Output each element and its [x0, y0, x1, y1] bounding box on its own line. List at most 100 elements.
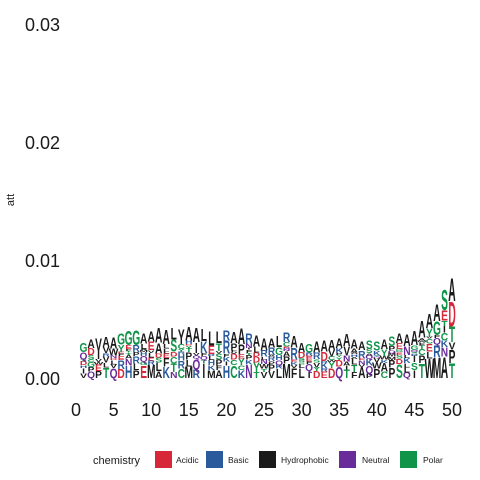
logo-letter: A	[148, 329, 155, 345]
logo-letter: D	[87, 347, 94, 358]
logo-letter: A	[283, 350, 291, 358]
logo-letter: Q	[140, 355, 148, 364]
logo-letter: P	[231, 342, 238, 353]
logo-letter: M	[388, 352, 397, 358]
logo-letter: A	[215, 369, 223, 382]
logo-letter: E	[358, 358, 365, 361]
logo-letter: K	[373, 349, 381, 357]
logo-letter: A	[403, 332, 411, 350]
y-axis-ticks: 0.00 0.01 0.02 0.03	[25, 15, 60, 389]
logo-letter: L	[426, 351, 432, 361]
logo-letter: L	[163, 343, 169, 351]
logo-letter: C	[328, 356, 336, 362]
logo-letter: T	[201, 359, 207, 365]
logo-letter: V	[358, 364, 366, 368]
logo-letter: D	[305, 355, 312, 357]
logo-letter: L	[253, 345, 259, 355]
logo-letter: E	[118, 351, 125, 354]
logo-letter: T	[103, 365, 109, 381]
logo-letter: D	[117, 368, 124, 381]
logo-letter: P	[388, 365, 395, 381]
logo-letter: R	[313, 352, 320, 362]
logo-letter: P	[419, 354, 426, 367]
logo-letter: Y	[336, 356, 344, 361]
logo-glyphs: VIHDYQGQPGCSDAPEWVIVTLVRVAQVLDNWADREFEYG…	[80, 273, 456, 385]
logo-letter: P	[388, 359, 395, 370]
logo-letter: H	[223, 363, 230, 382]
x-tick-label: 10	[141, 400, 161, 420]
logo-letter: L	[298, 366, 305, 382]
logo-letter: R	[268, 355, 275, 362]
logo-letter: C	[87, 359, 95, 363]
logo-letter: A	[351, 356, 359, 359]
logo-letter: F	[291, 366, 297, 382]
logo-letter: D	[230, 353, 238, 362]
logo-letter: D	[253, 355, 261, 364]
logo-letter: R	[132, 355, 140, 366]
logo-letter: A	[426, 310, 434, 333]
logo-letter: M	[139, 350, 147, 353]
logo-letter: A	[320, 337, 328, 355]
logo-letter: T	[216, 343, 223, 354]
logo-letter: A	[418, 337, 426, 342]
logo-letter: S	[170, 336, 177, 355]
logo-letter: A	[351, 352, 359, 355]
logo-letter: D	[313, 370, 320, 381]
logo-letter: R	[193, 368, 200, 381]
logo-letter: L	[216, 327, 223, 346]
logo-letter: V	[95, 358, 103, 363]
logo-letter: P	[366, 372, 373, 379]
logo-letter: I	[443, 325, 446, 335]
logo-letter: R	[283, 330, 290, 346]
logo-letter: A	[313, 338, 321, 356]
logo-letter: Q	[433, 337, 441, 347]
logo-letter: H	[80, 364, 88, 368]
logo-letter: E	[208, 344, 215, 357]
logo-letter: N	[110, 354, 118, 359]
logo-letter: K	[223, 356, 231, 364]
logo-letter: K	[290, 361, 298, 366]
logo-letter: G	[140, 361, 148, 366]
logo-letter: W	[109, 347, 119, 358]
logo-letter: N	[260, 358, 267, 366]
logo-letter: Y	[336, 355, 343, 358]
logo-letter: S	[215, 351, 222, 361]
logo-letter: R	[132, 344, 140, 355]
logo-letter: V	[148, 349, 156, 354]
logo-letter: L	[276, 366, 282, 382]
logo-letter: Y	[313, 367, 321, 373]
logo-letter: W	[379, 355, 389, 361]
logo-letter: V	[449, 342, 456, 353]
logo-letter: S	[411, 362, 418, 373]
logo-letter: V	[110, 364, 118, 370]
logo-letter: F	[419, 342, 426, 347]
logo-letter: C	[178, 367, 186, 381]
logo-letter: K	[320, 361, 328, 370]
logo-letter: L	[171, 324, 178, 343]
logo-letter: G	[433, 319, 441, 340]
logo-letter: G	[395, 350, 403, 353]
logo-letter: T	[246, 352, 253, 355]
logo-letter: T	[419, 345, 425, 351]
logo-letter: T	[126, 352, 133, 356]
logo-letter: C	[426, 337, 434, 345]
logo-letter: L	[133, 363, 139, 373]
logo-letter: D	[253, 352, 261, 358]
logo-letter: N	[403, 345, 410, 358]
logo-letter: L	[163, 348, 170, 352]
logo-letter: K	[275, 364, 283, 370]
logo-letter: Y	[178, 325, 185, 349]
logo-letter: E	[148, 340, 155, 353]
logo-letter: A	[381, 337, 388, 353]
logo-letter: R	[223, 339, 231, 359]
legend: chemistry Acidic Basic Hydrophobic Neutr…	[93, 451, 443, 468]
logo-letter: P	[185, 351, 192, 362]
logo-letter: G	[87, 361, 95, 369]
logo-letter: F	[118, 353, 125, 357]
logo-letter: I	[413, 369, 416, 382]
logo-letter: A	[238, 325, 245, 349]
logo-letter: C	[230, 358, 238, 366]
logo-letter: R	[320, 360, 328, 363]
logo-letter: N	[283, 347, 290, 349]
logo-letter: A	[448, 273, 455, 309]
